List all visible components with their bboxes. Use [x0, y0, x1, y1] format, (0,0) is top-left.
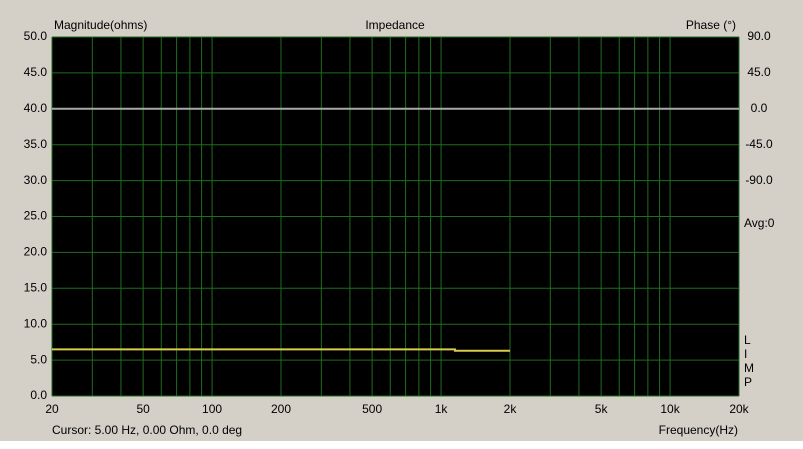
x-tick-label: 2k	[504, 402, 518, 416]
x-tick-label: 1k	[435, 402, 449, 416]
x-tick-label: 200	[271, 402, 291, 416]
x-tick-label: 5k	[595, 402, 609, 416]
x-tick-label: 20k	[729, 402, 749, 416]
cursor-status: Cursor: 5.00 Hz, 0.00 Ohm, 0.0 deg	[52, 423, 242, 437]
x-tick-label: 50	[136, 402, 150, 416]
y2-tick-label: 0.0	[751, 101, 768, 115]
y-tick-label: 25.0	[24, 209, 48, 223]
side-label: L	[744, 333, 751, 347]
y2-tick-label: -90.0	[745, 173, 773, 187]
y-tick-label: 10.0	[24, 316, 48, 330]
y-tick-label: 50.0	[24, 29, 48, 43]
y-tick-label: 35.0	[24, 137, 48, 151]
y-tick-label: 30.0	[24, 173, 48, 187]
y-tick-label: 0.0	[30, 388, 47, 402]
y-tick-label: 20.0	[24, 245, 48, 259]
y-tick-label: 45.0	[24, 65, 48, 79]
x-tick-label: 500	[362, 402, 382, 416]
average-label: Avg:0	[744, 216, 775, 230]
y-tick-label: 15.0	[24, 280, 48, 294]
y2-tick-label: 45.0	[747, 65, 771, 79]
y-axis-title: Magnitude(ohms)	[54, 18, 147, 32]
y2-tick-label: 90.0	[747, 29, 771, 43]
bottom-strip	[0, 441, 803, 449]
y2-axis-title: Phase (°)	[686, 18, 736, 32]
side-label: I	[744, 347, 747, 361]
x-tick-label: 100	[202, 402, 222, 416]
x-tick-label: 10k	[660, 402, 680, 416]
y2-tick-label: -45.0	[745, 137, 773, 151]
y-tick-label: 5.0	[30, 352, 47, 366]
x-axis-title: Frequency(Hz)	[659, 423, 738, 437]
chart-title: Impedance	[365, 18, 425, 32]
side-label: P	[744, 375, 752, 389]
x-tick-label: 20	[45, 402, 59, 416]
series-line	[52, 348, 510, 352]
y-tick-label: 40.0	[24, 101, 48, 115]
side-label: M	[744, 361, 754, 375]
